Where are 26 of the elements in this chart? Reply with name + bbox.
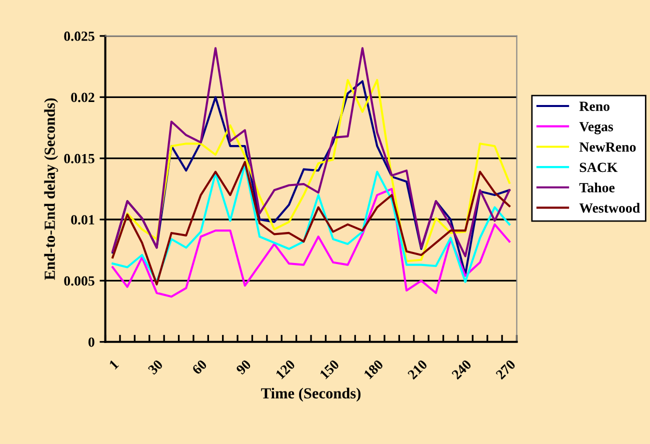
line-series xyxy=(112,188,510,298)
x-tick-label: 180 xyxy=(363,359,384,380)
y-tick-label: 0.025 xyxy=(64,32,94,41)
y-tick-label: 0 xyxy=(88,337,94,347)
x-axis-title: Time (Seconds) xyxy=(261,388,361,402)
x-tick-label: 120 xyxy=(275,359,296,380)
legend-label: SACK xyxy=(580,162,618,172)
x-tick-label: 150 xyxy=(319,359,340,380)
legend-label: Westwood xyxy=(579,202,640,213)
x-tick-label: 210 xyxy=(407,359,428,380)
y-tick-label: 0.015 xyxy=(64,154,94,164)
legend-label: Vegas xyxy=(579,122,614,134)
x-tick-label: 240 xyxy=(451,359,472,380)
y-axis-title: End-to-End delay (Seconds) xyxy=(44,98,58,280)
x-tick-label: 1 xyxy=(108,359,119,370)
line-series xyxy=(112,47,510,258)
x-tick-label: 270 xyxy=(495,359,516,380)
y-tick-label: 0.005 xyxy=(64,276,94,286)
x-tick-label: 90 xyxy=(236,359,252,376)
y-tick-label: 0.02 xyxy=(71,92,94,102)
legend-label: NewReno xyxy=(579,142,636,152)
legend-label: Reno xyxy=(579,102,610,111)
y-tick-label: 0.01 xyxy=(71,215,94,225)
x-tick-label: 30 xyxy=(148,359,164,375)
x-tick-label: 60 xyxy=(192,359,208,375)
legend-label: Tahoe xyxy=(579,182,615,192)
